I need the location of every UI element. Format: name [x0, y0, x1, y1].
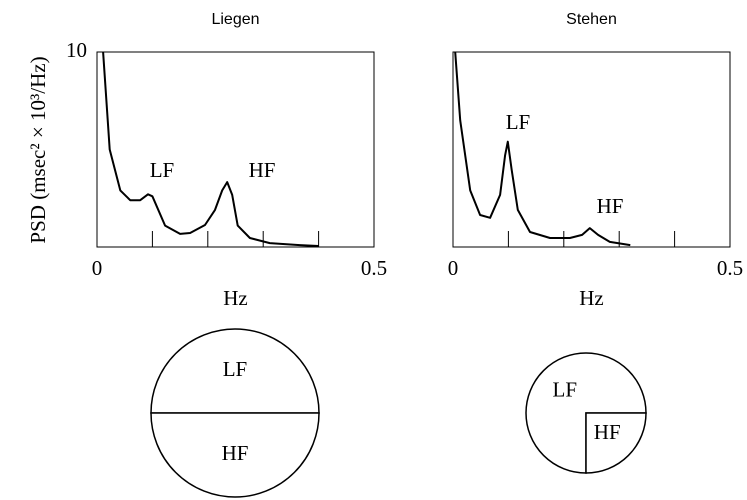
x-axis-label: Hz — [579, 286, 604, 310]
pie-slice — [525, 352, 647, 474]
x-axis-label: Hz — [223, 286, 248, 310]
peak-annotation: HF — [597, 194, 624, 218]
psd-curve — [102, 51, 319, 247]
slice-label: HF — [222, 441, 249, 465]
y-tick-label: 10 — [66, 38, 87, 62]
plot-frame — [96, 51, 375, 248]
x-tick-label: 0 — [448, 256, 459, 280]
plot-frame — [452, 51, 731, 248]
x-tick-label: 0.5 — [717, 256, 743, 280]
peak-annotation: LF — [506, 110, 531, 134]
psd-curve — [454, 51, 631, 247]
slice-label: LF — [553, 378, 578, 402]
peak-annotation: LF — [150, 158, 175, 182]
pie-slice — [585, 412, 647, 474]
pie-slice — [150, 328, 320, 414]
slice-label: HF — [594, 420, 621, 444]
pie-slice — [150, 412, 320, 498]
slice-label: LF — [223, 357, 248, 381]
x-tick-label: 0.5 — [361, 256, 387, 280]
peak-annotation: HF — [249, 158, 276, 182]
y-axis-label: PSD (msec² × 10³/Hz) — [26, 56, 50, 243]
chart-title: Stehen — [566, 11, 617, 28]
chart-title: Liegen — [211, 11, 259, 28]
x-tick-label: 0 — [92, 256, 103, 280]
